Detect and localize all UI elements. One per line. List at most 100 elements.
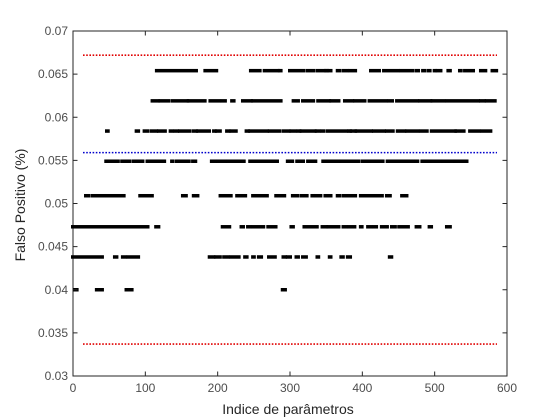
data-point-run (332, 159, 342, 163)
data-point-run (395, 99, 420, 103)
data-point-run (420, 159, 432, 163)
data-point-run (212, 129, 217, 133)
data-point-run (414, 225, 422, 229)
data-point-run (426, 68, 432, 73)
data-point-run (180, 193, 188, 198)
data-point-run (384, 193, 392, 198)
data-point-run (214, 129, 222, 133)
data-point-run (251, 193, 261, 198)
data-point-run (395, 129, 407, 133)
data-point-run (316, 99, 332, 103)
data-point-run (243, 255, 249, 259)
data-point-run (90, 193, 97, 198)
data-point-run (400, 193, 409, 198)
data-point-run (84, 193, 91, 198)
x-tick-labels: 0 100 200 300 400 500 600 (70, 381, 518, 395)
data-point-run (299, 129, 317, 133)
x-tick-label: 100 (135, 381, 155, 395)
data-point-run (335, 193, 342, 198)
data-point-run (349, 129, 358, 133)
y-tick-label: 0.07 (45, 24, 69, 38)
data-point-run (327, 68, 333, 73)
data-point-run (480, 129, 493, 133)
data-point-run (432, 68, 437, 73)
axes-box (72, 30, 508, 377)
data-point-run (215, 159, 227, 163)
data-point-run (112, 255, 119, 259)
data-point-run (348, 68, 358, 73)
data-point-run (348, 193, 358, 198)
data-point-run (440, 159, 456, 163)
data-point-run (387, 255, 394, 259)
x-tick-label: 400 (352, 381, 372, 395)
data-point-run (326, 225, 341, 229)
data-point-run (429, 129, 457, 133)
data-point-run (244, 129, 251, 133)
data-point-run (168, 129, 174, 133)
data-point-run (138, 193, 154, 198)
data-point-run (320, 129, 326, 133)
data-point-run (339, 255, 345, 259)
data-point-run (314, 193, 323, 198)
data-point-run (285, 159, 295, 163)
data-point-run (342, 99, 355, 103)
data-point-run (191, 159, 198, 163)
data-point-run (341, 225, 348, 229)
data-point-run (446, 68, 452, 73)
data-point-run (435, 68, 443, 73)
data-point-run (323, 193, 333, 198)
data-point-run (104, 129, 110, 133)
data-point-run (209, 159, 217, 163)
data-point-run (154, 225, 161, 229)
data-point-run (457, 68, 463, 73)
data-markers (71, 68, 499, 292)
data-point-run (310, 193, 316, 198)
data-point-run (360, 159, 371, 163)
data-point-run (285, 255, 292, 259)
data-point-run (430, 159, 443, 163)
data-point-run (354, 129, 374, 133)
data-point-run (71, 225, 150, 229)
data-point-run (490, 68, 499, 73)
data-point-run (267, 255, 277, 259)
data-point-run (240, 99, 253, 103)
data-point-run (341, 68, 349, 73)
data-point-run (301, 99, 316, 103)
y-tick-labels: 0.03 0.035 0.04 0.045 0.05 0.055 0.06 0.065 0.07 (38, 24, 68, 383)
data-point-run (230, 99, 236, 103)
data-point-run (384, 129, 395, 133)
data-point-run (376, 193, 384, 198)
y-tick-label: 0.045 (38, 240, 68, 254)
data-point-run (345, 255, 353, 259)
data-point-run (246, 225, 252, 229)
data-point-run (301, 255, 308, 259)
data-point-run (280, 288, 287, 292)
data-point-run (149, 159, 167, 163)
data-point-run (291, 99, 300, 103)
data-point-run (418, 99, 433, 103)
data-point-run (288, 68, 306, 73)
data-point-run (405, 129, 420, 133)
data-point-run (262, 68, 280, 73)
data-point-run (427, 225, 434, 229)
data-point-run (389, 225, 397, 229)
x-tick-label: 600 (497, 381, 517, 395)
data-point-run (463, 68, 476, 73)
data-point-run (248, 159, 261, 163)
data-point-run (281, 255, 287, 259)
data-point-run (370, 159, 385, 163)
data-point-run (338, 159, 360, 163)
data-point-run (174, 159, 191, 163)
data-point-run (366, 225, 374, 229)
data-point-run (358, 225, 364, 229)
data-point-run (235, 193, 248, 198)
data-point-run (126, 255, 141, 259)
data-point-run (260, 193, 269, 198)
data-point-run (220, 99, 227, 103)
data-point-run (305, 68, 316, 73)
data-point-run (478, 99, 486, 103)
data-point-run (325, 129, 349, 133)
x-tick-label: 500 (425, 381, 445, 395)
data-point-run (131, 159, 145, 163)
data-point-run (289, 129, 298, 133)
